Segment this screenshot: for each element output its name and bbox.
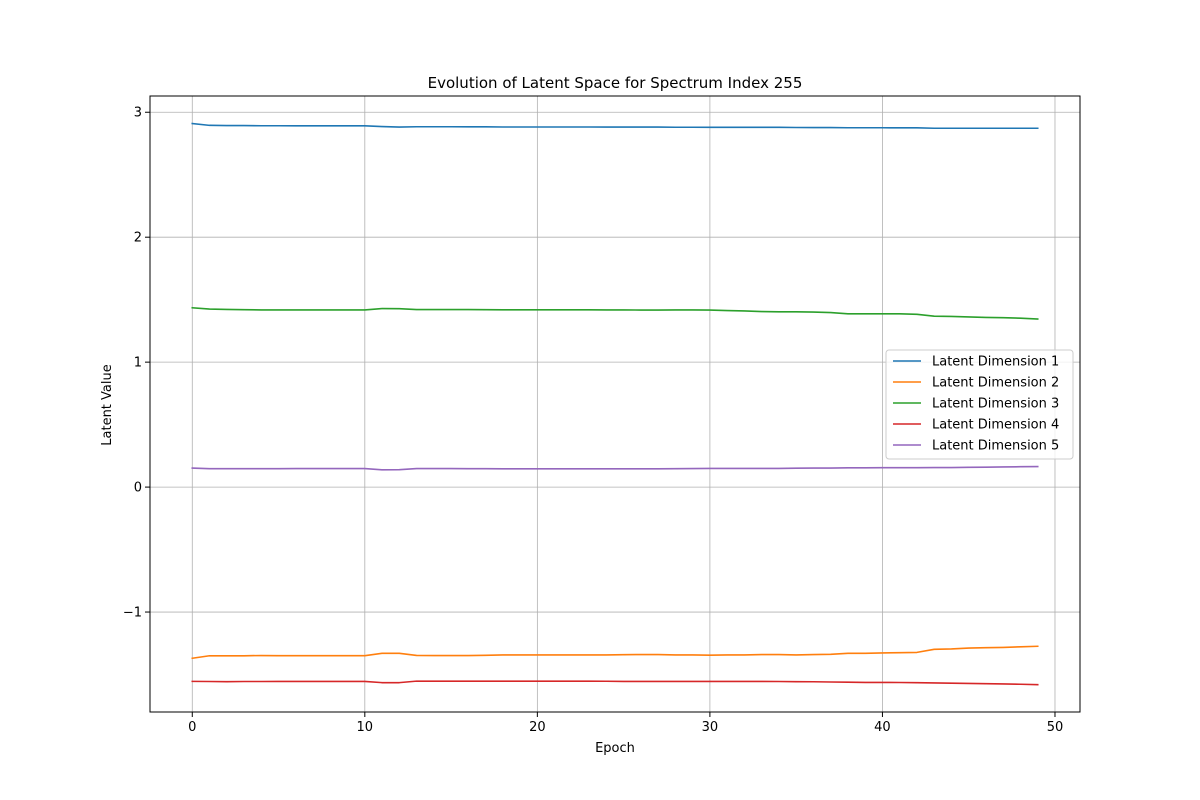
legend-label: Latent Dimension 2 (932, 376, 1059, 391)
y-axis-ticks: −1 0 1 2 3 (123, 106, 150, 621)
legend-item: Latent Dimension 5 (893, 439, 1059, 454)
y-tick-label: 0 (134, 481, 142, 496)
x-axis-ticks: 0 10 20 30 40 50 (188, 712, 1063, 735)
x-axis-label: Epoch (595, 741, 635, 756)
x-tick-label: 10 (357, 720, 374, 735)
series-line-4 (191, 680, 1039, 686)
x-tick-label: 40 (874, 720, 891, 735)
y-tick-label: 1 (134, 356, 142, 371)
legend-item: Latent Dimension 2 (893, 376, 1059, 391)
legend-label: Latent Dimension 4 (932, 418, 1059, 433)
legend-label: Latent Dimension 5 (932, 439, 1059, 454)
series-line-5 (191, 465, 1039, 471)
legend-box (885, 349, 1074, 460)
x-tick-label: 0 (188, 720, 196, 735)
legend-item: Latent Dimension 3 (893, 397, 1059, 412)
series-line-2 (191, 645, 1039, 660)
legend: Latent Dimension 1 Latent Dimension 2 Late… (885, 349, 1074, 460)
legend-label: Latent Dimension 3 (932, 397, 1059, 412)
legend-item: Latent Dimension 4 (893, 418, 1059, 433)
legend-item: Latent Dimension 1 (893, 355, 1059, 370)
y-tick-label: 3 (134, 106, 142, 121)
x-tick-label: 50 (1047, 720, 1064, 735)
x-tick-label: 20 (529, 720, 546, 735)
chart-title: Evolution of Latent Space for Spectrum I… (428, 74, 803, 92)
plot-frame (149, 95, 1081, 713)
x-tick-label: 30 (702, 720, 719, 735)
y-axis-label: Latent Value (100, 364, 115, 445)
series-line-3 (191, 306, 1039, 320)
legend-entries: Latent Dimension 1 Latent Dimension 2 Late… (893, 355, 1059, 454)
series-line-1 (191, 122, 1039, 130)
legend-label: Latent Dimension 1 (932, 355, 1059, 370)
series-lines (191, 122, 1039, 686)
y-tick-label: −1 (123, 606, 142, 621)
y-tick-label: 2 (134, 231, 142, 246)
